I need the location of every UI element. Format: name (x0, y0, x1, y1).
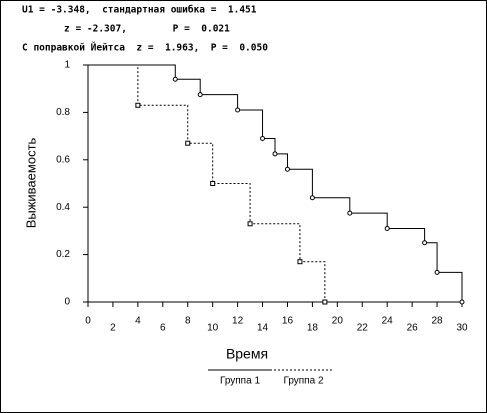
event-marker (197, 92, 203, 98)
event-marker (347, 210, 353, 216)
x-tick-label: 4 (135, 316, 141, 327)
event-marker (384, 226, 390, 232)
x-tick-label: 0 (85, 316, 91, 327)
x-tick-label: 24 (382, 316, 394, 327)
y-tick-label: 0.4 (56, 202, 70, 213)
x-tick-label: 14 (257, 323, 269, 334)
event-marker (185, 140, 191, 146)
event-marker (135, 102, 141, 108)
x-tick-label: 30 (456, 323, 468, 334)
legend-label: Группа 2 (283, 376, 323, 387)
annotation: С поправкой Йейтса z = 1.963, P = 0.050 (22, 42, 268, 54)
x-tick-label: 10 (207, 323, 219, 334)
x-tick-label: 26 (407, 323, 419, 334)
event-marker (322, 299, 328, 305)
annotation: z = -2.307, P = 0.021 (64, 24, 230, 35)
y-tick-label: 0.8 (56, 107, 70, 118)
x-tick-label: 8 (185, 316, 191, 327)
y-tick-label: 0.6 (56, 154, 70, 165)
event-marker (459, 299, 465, 305)
event-marker (434, 269, 440, 275)
event-marker (235, 107, 241, 113)
x-tick-label: 16 (282, 316, 294, 327)
x-tick-label: 6 (160, 323, 166, 334)
event-marker (309, 195, 315, 201)
x-tick-label: 28 (432, 316, 444, 327)
x-tick-label: 22 (357, 323, 369, 334)
y-tick-label: 0 (64, 297, 70, 308)
annotation: U1 = -3.348, стандартная ошибка = 1.451 (22, 5, 257, 16)
y-tick-label: 1 (64, 60, 70, 71)
event-marker (247, 221, 253, 227)
y-tick-label: 0.2 (56, 249, 70, 260)
event-marker (297, 259, 303, 265)
event-marker (210, 181, 216, 186)
event-marker (284, 166, 290, 172)
event-marker (260, 135, 266, 141)
event-marker (272, 151, 278, 157)
x-tick-label: 20 (332, 316, 344, 327)
x-tick-label: 2 (110, 323, 116, 334)
x-tick-label: 12 (232, 316, 244, 327)
event-marker (422, 240, 428, 246)
event-marker (172, 76, 178, 82)
x-tick-label: 18 (307, 323, 319, 334)
y-axis-label: Выживаемость (23, 137, 38, 228)
x-axis-label: Время (226, 346, 268, 362)
legend-label: Группа 1 (220, 376, 260, 387)
